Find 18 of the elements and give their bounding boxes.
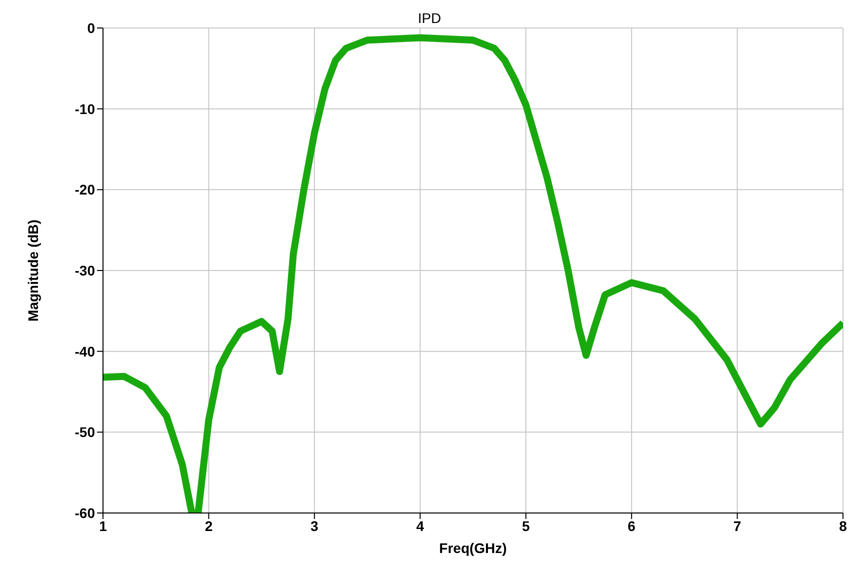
x-tick-label: 6 — [628, 518, 636, 534]
x-tick-label: 2 — [204, 518, 213, 534]
x-tick-label: 5 — [522, 518, 530, 534]
x-axis-title: Freq(GHz) — [439, 540, 507, 556]
y-tick-label: -30 — [74, 262, 96, 278]
y-tick-label: -40 — [74, 343, 96, 360]
chart-title: IPD — [418, 10, 442, 26]
x-tick-label: 1 — [99, 518, 108, 534]
y-tick-label: -50 — [74, 424, 96, 440]
y-tick-label: -60 — [74, 504, 96, 521]
y-tick-label: 0 — [87, 20, 96, 36]
y-axis-title: Magnitude (dB) — [24, 220, 41, 322]
x-tick-label: 8 — [839, 518, 848, 534]
x-tick-label: 7 — [733, 518, 742, 534]
y-tick-label: -20 — [74, 182, 96, 198]
y-tick-label: -10 — [74, 100, 96, 117]
x-tick-label: 4 — [416, 518, 424, 534]
x-tick-label: 3 — [310, 518, 319, 534]
